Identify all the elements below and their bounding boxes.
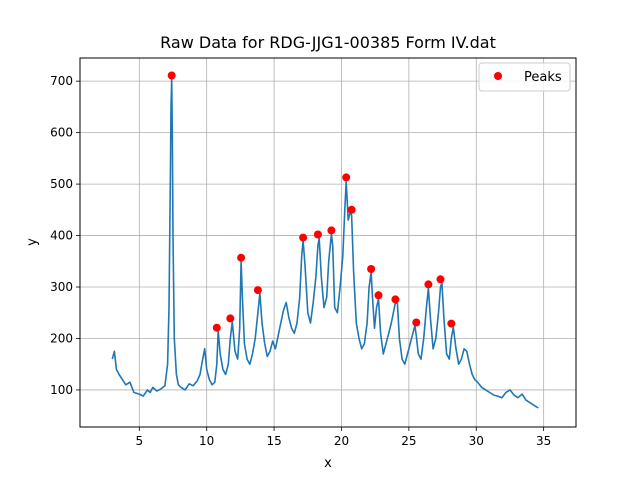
legend-box	[478, 62, 571, 92]
x-tick-label: 25	[401, 434, 416, 448]
plot-frame	[79, 57, 577, 428]
peak-point	[374, 291, 383, 300]
peak-point	[447, 319, 456, 328]
y-tick-label: 500	[50, 177, 73, 191]
peak-point	[253, 286, 262, 295]
x-axis-label: x	[324, 456, 332, 471]
peak-point	[347, 205, 356, 214]
peak-point	[391, 295, 400, 304]
x-tick-label: 20	[334, 434, 349, 448]
peak-point	[226, 314, 235, 323]
y-tick-label: 100	[50, 383, 73, 397]
y-axis-label: y	[25, 238, 40, 246]
data-series	[111, 77, 539, 409]
peak-markers	[167, 71, 456, 332]
peak-point	[237, 253, 246, 262]
y-axis-ticks: 100 200 300 400 500 600 700	[50, 74, 80, 397]
peak-point	[342, 173, 351, 182]
peak-point	[212, 323, 221, 332]
legend-peaks-marker	[494, 72, 502, 80]
chart-title: Raw Data for RDG-JJG1-00385 Form IV.dat	[160, 33, 496, 52]
raw-data-line	[111, 77, 539, 409]
legend-peaks-label: Peaks	[524, 70, 562, 85]
x-tick-label: 30	[469, 434, 484, 448]
x-tick-label: 35	[536, 434, 551, 448]
peak-point	[367, 265, 376, 273]
y-tick-label: 400	[50, 229, 73, 243]
y-tick-label: 300	[50, 280, 73, 294]
x-tick-label: 10	[199, 434, 214, 448]
x-axis-ticks: 5 10 15 20 25 30 35	[135, 427, 551, 448]
y-tick-label: 700	[50, 74, 73, 88]
y-tick-label: 200	[50, 331, 73, 345]
legend: Peaks	[478, 62, 571, 92]
peak-point	[436, 275, 445, 284]
peak-point	[412, 318, 421, 327]
y-tick-label: 600	[50, 126, 73, 140]
peak-point	[167, 71, 176, 80]
peak-point	[299, 233, 308, 242]
peak-point	[327, 226, 336, 235]
peak-point	[313, 230, 322, 239]
x-tick-label: 15	[266, 434, 281, 448]
x-tick-label: 5	[135, 434, 143, 448]
peak-point	[424, 280, 433, 289]
